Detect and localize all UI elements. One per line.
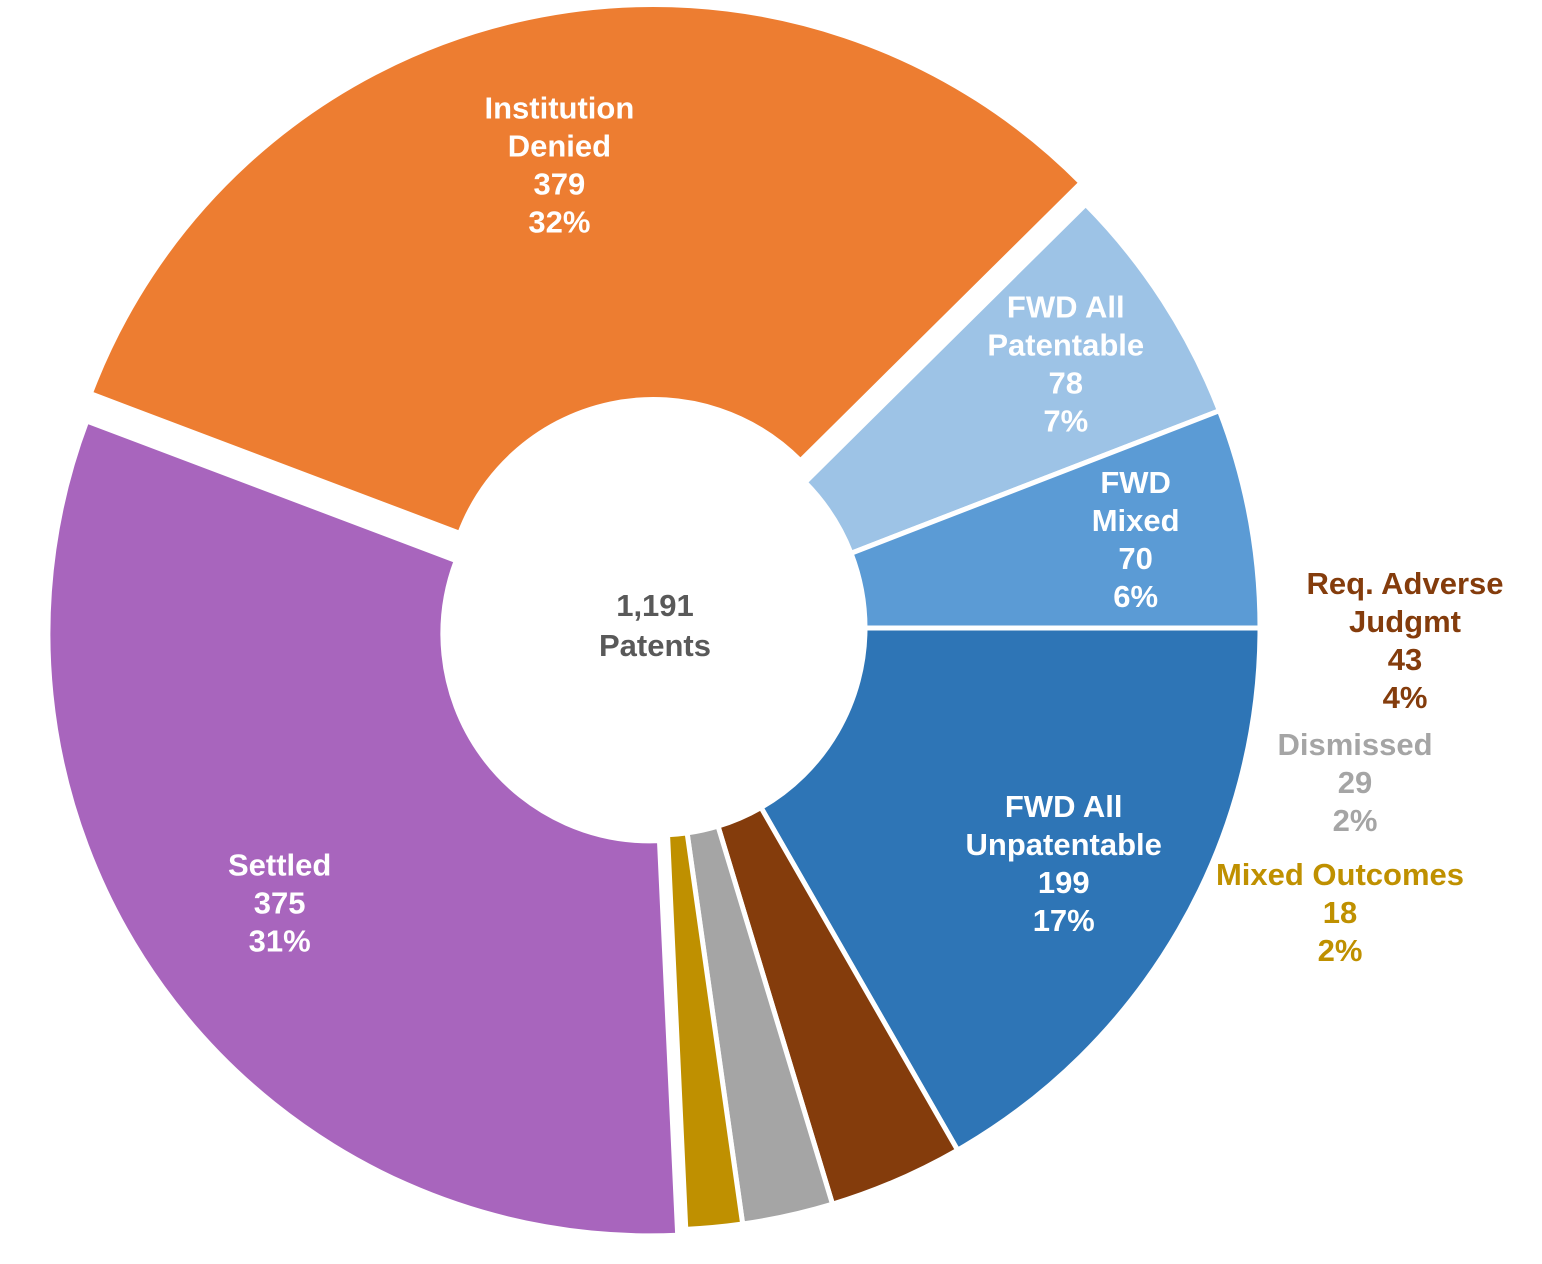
slice-label-fwd-all-unpatentable: FWD All Unpatentable 199 17%: [966, 789, 1162, 938]
slice-label-dismissed: Dismissed 29 2%: [1277, 727, 1432, 838]
slice-name-line: Mixed Outcomes: [1216, 857, 1464, 892]
donut-slice-fwd-all-unpatentable: [757, 625, 1263, 1154]
slice-percent: 31%: [249, 924, 311, 959]
slice-label-req-adverse-judgmt: Req. Adverse Judgmt 43 4%: [1307, 566, 1504, 715]
slice-label-fwd-all-patentable: FWD All Patentable 78 7%: [987, 290, 1144, 439]
slice-name-line: Mixed: [1092, 503, 1180, 538]
slice-count: 379: [534, 167, 586, 202]
labels-layer: FWD All Unpatentable 199 17%Req. Adverse Jud…: [228, 91, 1504, 968]
slice-name-line: Denied: [508, 129, 611, 164]
slice-name-line: Req. Adverse: [1307, 566, 1504, 601]
slice-name-line: Judgmt: [1349, 604, 1461, 639]
slice-name-line: FWD All: [1007, 290, 1125, 325]
slice-count: 43: [1388, 642, 1422, 677]
slice-count: 70: [1118, 541, 1152, 576]
slice-count: 78: [1049, 366, 1083, 401]
center-total-unit: Patents: [599, 628, 711, 663]
slice-name-line: Patentable: [987, 328, 1144, 363]
slice-name-line: Institution: [484, 91, 634, 126]
donut-slice-settled: [45, 417, 681, 1239]
slice-percent: 7%: [1043, 404, 1088, 439]
slice-label-mixed-outcomes: Mixed Outcomes 18 2%: [1216, 857, 1464, 968]
center-label-group: 1,191 Patents: [599, 588, 711, 663]
slice-name-line: Settled: [228, 848, 331, 883]
slice-percent: 2%: [1318, 933, 1363, 968]
slice-count: 29: [1338, 765, 1372, 800]
slice-percent: 4%: [1383, 680, 1428, 715]
slice-label-settled: Settled 375 31%: [228, 848, 331, 959]
slice-count: 375: [254, 886, 306, 921]
slice-percent: 32%: [528, 205, 590, 240]
donut-slice-institution-denied: [87, 2, 1085, 537]
slice-count: 18: [1323, 895, 1357, 930]
slice-percent: 2%: [1333, 803, 1378, 838]
slice-name-line: FWD All: [1005, 789, 1123, 824]
slice-count: 199: [1038, 865, 1090, 900]
donut-slice-mixed-outcomes: [664, 830, 746, 1232]
slice-label-institution-denied: Institution Denied 379 32%: [484, 91, 634, 240]
slice-percent: 17%: [1033, 903, 1095, 938]
slice-label-fwd-mixed: FWD Mixed 70 6%: [1092, 465, 1180, 614]
slice-name-line: Dismissed: [1277, 727, 1432, 762]
donut-slice-fwd-mixed: [847, 407, 1263, 631]
slice-name-line: Unpatentable: [966, 827, 1162, 862]
center-total-value: 1,191: [616, 588, 694, 623]
slice-name-line: FWD: [1100, 465, 1171, 500]
donut-slice-fwd-all-patentable: [801, 200, 1223, 557]
slices-layer: [45, 2, 1263, 1239]
slice-percent: 6%: [1113, 579, 1158, 614]
